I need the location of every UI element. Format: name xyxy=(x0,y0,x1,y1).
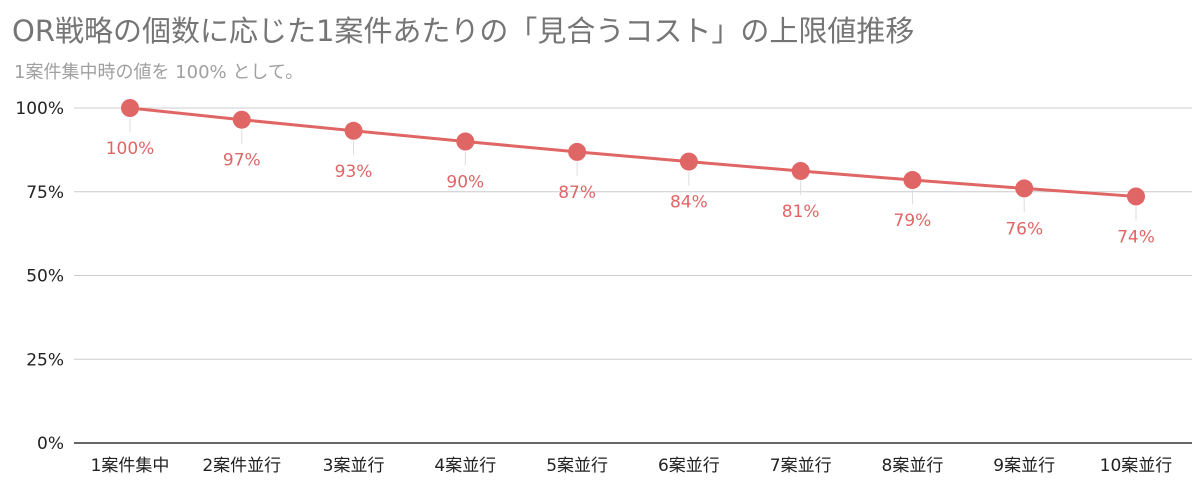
data-label: 87% xyxy=(558,183,596,203)
data-label: 93% xyxy=(335,162,373,182)
x-tick-label: 4案並行 xyxy=(434,456,496,476)
chart-subtitle: 1案件集中時の値を 100% として。 xyxy=(14,62,304,83)
x-tick-label: 5案並行 xyxy=(546,456,608,476)
series: 100% 97% 93% 90% 87% 84% 81% 79% 76% 74% xyxy=(106,99,1155,247)
x-tick-label: 8案並行 xyxy=(882,456,944,476)
x-axis: 1案件集中 2案件並行 3案並行 4案並行 5案並行 6案並行 7案並行 8案並行 9案並行 10… xyxy=(74,442,1192,476)
y-tick-label: 50% xyxy=(26,267,64,287)
data-point xyxy=(344,121,363,140)
data-label: 97% xyxy=(223,151,261,171)
data-point xyxy=(1127,187,1145,206)
data-point xyxy=(791,161,810,180)
x-tick-label: 9案並行 xyxy=(993,456,1055,476)
chart-title: OR戦略の個数に応じた1案件あたりの「見合うコスト」の上限値推移 xyxy=(12,14,915,48)
data-point xyxy=(568,142,587,161)
data-point xyxy=(903,171,922,190)
data-label: 79% xyxy=(894,211,932,231)
data-label: 76% xyxy=(1005,219,1043,239)
x-tick-label: 7案並行 xyxy=(770,456,832,476)
x-tick-label: 10案並行 xyxy=(1100,456,1173,476)
gridlines xyxy=(74,107,1192,360)
x-tick-label: 6案並行 xyxy=(658,456,720,476)
data-label: 100% xyxy=(106,139,155,159)
data-point xyxy=(121,99,139,117)
y-tick-label: 25% xyxy=(26,350,64,370)
series-line xyxy=(129,106,1137,198)
y-axis: 0% 25% 50% 75% 100% xyxy=(15,99,64,454)
data-point xyxy=(456,132,475,151)
data-point xyxy=(232,110,251,129)
data-label: 90% xyxy=(446,173,484,193)
x-tick-label: 1案件集中 xyxy=(91,456,170,476)
x-tick-label: 3案並行 xyxy=(323,456,385,476)
x-tick-label: 2案件並行 xyxy=(202,456,281,476)
y-tick-label: 0% xyxy=(37,434,64,454)
data-label: 84% xyxy=(670,193,708,213)
y-tick-label: 75% xyxy=(26,183,64,203)
y-tick-label: 100% xyxy=(15,99,64,119)
data-label: 74% xyxy=(1117,227,1155,247)
data-point xyxy=(1015,179,1034,198)
data-point xyxy=(679,152,698,171)
data-label: 81% xyxy=(782,202,820,222)
